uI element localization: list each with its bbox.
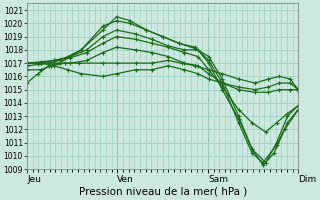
- X-axis label: Pression niveau de la mer( hPa ): Pression niveau de la mer( hPa ): [78, 187, 247, 197]
